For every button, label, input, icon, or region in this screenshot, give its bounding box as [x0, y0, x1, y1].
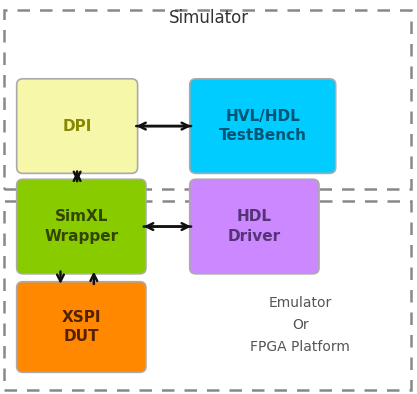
Bar [4, 201, 411, 390]
Text: Emulator
Or
FPGA Platform: Emulator Or FPGA Platform [250, 296, 350, 354]
Text: Simulator: Simulator [168, 9, 249, 27]
Text: XSPI
DUT: XSPI DUT [62, 310, 101, 344]
Text: DPI: DPI [63, 119, 92, 134]
FancyBboxPatch shape [190, 79, 336, 173]
FancyBboxPatch shape [17, 79, 138, 173]
Text: SimXL
Wrapper: SimXL Wrapper [44, 210, 118, 243]
Bar [4, 10, 411, 189]
FancyBboxPatch shape [17, 179, 146, 274]
Text: HDL
Driver: HDL Driver [228, 210, 281, 243]
FancyBboxPatch shape [190, 179, 319, 274]
Text: HVL/HDL
TestBench: HVL/HDL TestBench [219, 109, 307, 143]
FancyBboxPatch shape [17, 282, 146, 372]
